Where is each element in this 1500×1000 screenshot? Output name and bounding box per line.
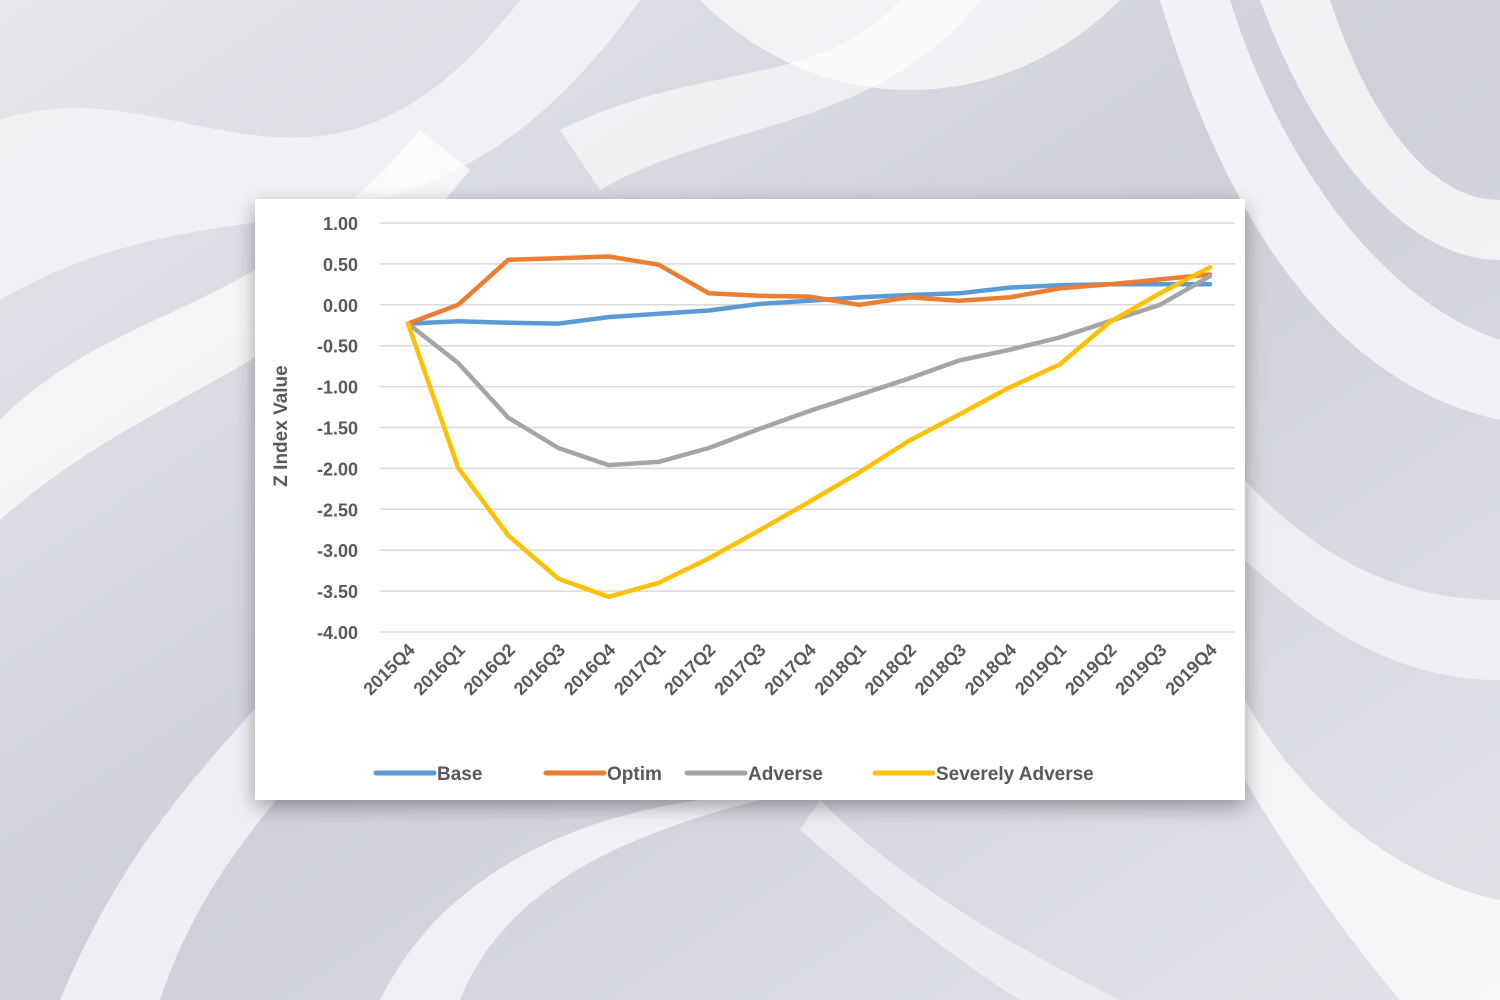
y-tick-label: -4.00 — [317, 623, 358, 643]
legend-label: Optim — [607, 764, 662, 785]
y-tick-label: -3.50 — [317, 582, 358, 602]
line-chart: 1.00 0.50 0.00 -0.50 -1.00 -1.50 -2.00 -2.50 -3.… — [271, 214, 1235, 785]
y-tick-label: -2.50 — [317, 500, 358, 520]
legend-item-severely-adverse: Severely Adverse — [872, 764, 1094, 785]
series-line-optim — [405, 254, 1213, 326]
y-axis-title: Z Index Value — [271, 365, 292, 486]
y-axis-ticks: 1.00 0.50 0.00 -0.50 -1.00 -1.50 -2.00 -2.50 -3.… — [317, 214, 358, 643]
y-tick-label: -0.50 — [317, 337, 358, 357]
x-tick-label: 2015Q4 — [359, 640, 418, 699]
legend: Base Optim Adverse Severely Adverse — [373, 764, 1094, 785]
x-tick-label: 2016Q2 — [460, 640, 519, 699]
y-tick-label: 0.00 — [323, 296, 358, 316]
legend-item-adverse: Adverse — [684, 764, 823, 785]
x-tick-label: 2016Q3 — [510, 640, 569, 699]
legend-item-base: Base — [373, 764, 482, 785]
legend-label: Base — [437, 764, 482, 785]
y-tick-label: -2.00 — [317, 459, 358, 479]
gridlines — [380, 222, 1235, 633]
y-tick-label: -1.50 — [317, 419, 358, 439]
x-tick-label: 2019Q1 — [1011, 640, 1070, 699]
series-lines — [405, 254, 1213, 600]
x-tick-label: 2016Q4 — [560, 640, 619, 699]
legend-item-optim: Optim — [543, 764, 662, 785]
x-tick-label: 2018Q4 — [961, 640, 1020, 699]
series-line-adverse — [405, 273, 1213, 468]
x-tick-label: 2017Q2 — [660, 640, 719, 699]
chart-card: 1.00 0.50 0.00 -0.50 -1.00 -1.50 -2.00 -2.50 -3.… — [255, 199, 1245, 800]
x-tick-label: 2017Q4 — [760, 640, 819, 699]
x-tick-label: 2018Q3 — [911, 640, 970, 699]
x-tick-label: 2019Q2 — [1061, 640, 1120, 699]
y-tick-label: 1.00 — [323, 214, 358, 234]
x-tick-label: 2017Q1 — [610, 640, 669, 699]
legend-label: Severely Adverse — [936, 764, 1094, 785]
y-tick-label: -1.00 — [317, 378, 358, 398]
x-tick-label: 2018Q1 — [811, 640, 870, 699]
x-tick-label: 2019Q4 — [1161, 640, 1220, 699]
y-tick-label: 0.50 — [323, 255, 358, 275]
x-tick-label: 2017Q3 — [710, 640, 769, 699]
legend-label: Adverse — [748, 764, 823, 785]
x-tick-label: 2019Q3 — [1111, 640, 1170, 699]
series-line-severely-adverse — [405, 264, 1213, 600]
x-tick-label: 2018Q2 — [861, 640, 920, 699]
series-line-base — [405, 282, 1213, 326]
y-tick-label: -3.00 — [317, 541, 358, 561]
x-axis-ticks: 2015Q42016Q12016Q22016Q32016Q42017Q12017… — [359, 640, 1220, 699]
x-tick-label: 2016Q1 — [410, 640, 469, 699]
